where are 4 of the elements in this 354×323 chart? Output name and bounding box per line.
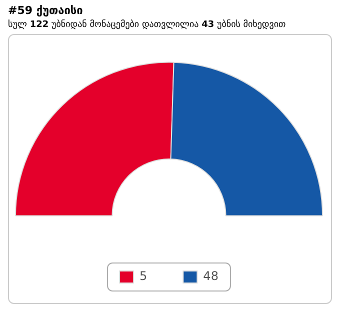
legend-label: 48 (203, 269, 218, 284)
chart-title: #59 ქუთაისი (8, 4, 84, 17)
chart-subtitle: სულ 122 უბნიდან მონაცემები დათვლილია 43 უბნის მიხედვით (8, 20, 286, 30)
legend-label: 5 (140, 269, 148, 284)
